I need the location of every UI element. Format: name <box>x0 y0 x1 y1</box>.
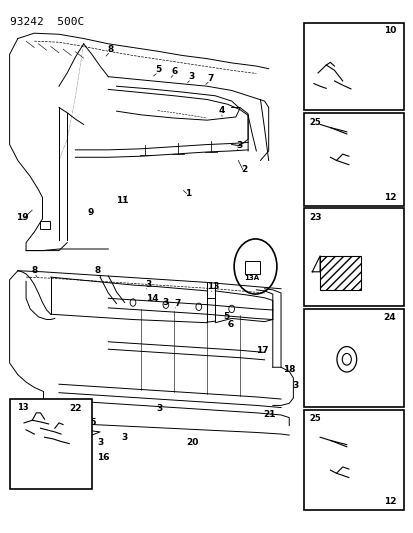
Text: 20: 20 <box>186 438 198 447</box>
Bar <box>303 22 404 110</box>
Text: 18: 18 <box>282 366 295 374</box>
Text: 3: 3 <box>188 72 194 81</box>
Text: 13A: 13A <box>243 275 259 281</box>
Text: 5: 5 <box>155 65 161 74</box>
Text: 1: 1 <box>185 189 191 198</box>
Text: 6: 6 <box>227 320 233 329</box>
Text: 19: 19 <box>16 213 28 222</box>
Text: 7: 7 <box>174 299 180 308</box>
Text: 3: 3 <box>156 404 162 413</box>
Bar <box>40 221 50 229</box>
Text: 12: 12 <box>383 497 395 506</box>
Text: 3: 3 <box>236 141 242 150</box>
Text: 15: 15 <box>83 418 96 427</box>
Bar <box>303 309 404 407</box>
Text: 14: 14 <box>146 294 159 303</box>
Bar <box>244 261 260 274</box>
Text: 3: 3 <box>97 438 104 447</box>
Text: 3: 3 <box>162 298 169 307</box>
Text: 13: 13 <box>17 403 28 413</box>
Text: 8: 8 <box>31 266 37 275</box>
Text: 13: 13 <box>206 282 219 291</box>
Text: 93242  500C: 93242 500C <box>9 17 84 27</box>
Text: 11: 11 <box>116 196 128 205</box>
Text: 8: 8 <box>107 45 113 54</box>
Text: 12: 12 <box>383 193 395 202</box>
Text: 22: 22 <box>69 405 81 414</box>
Text: 23: 23 <box>308 214 321 222</box>
Text: 16: 16 <box>97 453 109 462</box>
Text: 3: 3 <box>292 381 298 390</box>
Text: 6: 6 <box>171 67 178 76</box>
Text: 24: 24 <box>382 313 395 322</box>
Bar <box>303 410 404 511</box>
Text: 25: 25 <box>308 414 320 423</box>
Text: 17: 17 <box>256 346 268 355</box>
Text: 4: 4 <box>218 106 224 115</box>
Bar <box>303 113 404 206</box>
Text: 21: 21 <box>263 410 275 419</box>
Text: 8: 8 <box>95 266 101 275</box>
Bar <box>319 256 360 290</box>
Text: 5: 5 <box>223 312 229 321</box>
Text: 3: 3 <box>121 433 128 442</box>
Bar <box>303 208 404 306</box>
Text: 2: 2 <box>240 166 247 174</box>
Text: 7: 7 <box>206 74 213 83</box>
Bar <box>10 399 92 489</box>
Text: 9: 9 <box>88 208 94 217</box>
Text: 3: 3 <box>145 280 152 289</box>
Text: 25: 25 <box>308 118 320 127</box>
Text: 10: 10 <box>383 26 395 35</box>
